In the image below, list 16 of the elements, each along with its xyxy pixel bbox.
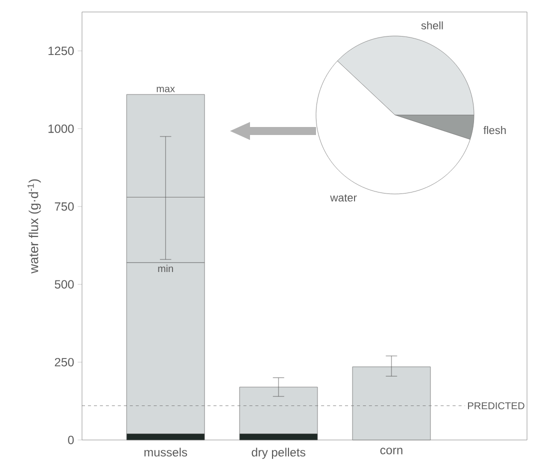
y-tick-label: 750	[54, 202, 74, 211]
slice-label: water	[330, 194, 357, 202]
x-tick-label: mussels	[144, 448, 188, 457]
ref-line-label: PREDICTED	[468, 402, 524, 410]
y-tick-label: 0	[68, 436, 74, 444]
y-axis-title: water flux (g·d$^{-1}$)	[28, 179, 41, 274]
x-tick-label: dry pellets	[252, 448, 306, 459]
annotation: max	[156, 86, 175, 92]
y-tick-label: 250	[54, 358, 74, 366]
y-tick-label: 1250	[48, 46, 74, 56]
slice-label: flesh	[483, 126, 506, 134]
y-tick-label: 500	[54, 280, 74, 289]
x-tick-label: corn	[380, 448, 402, 454]
slice-label: shell	[421, 21, 443, 30]
y-tick-label: 1000	[48, 124, 74, 133]
annotation: min	[158, 264, 173, 272]
